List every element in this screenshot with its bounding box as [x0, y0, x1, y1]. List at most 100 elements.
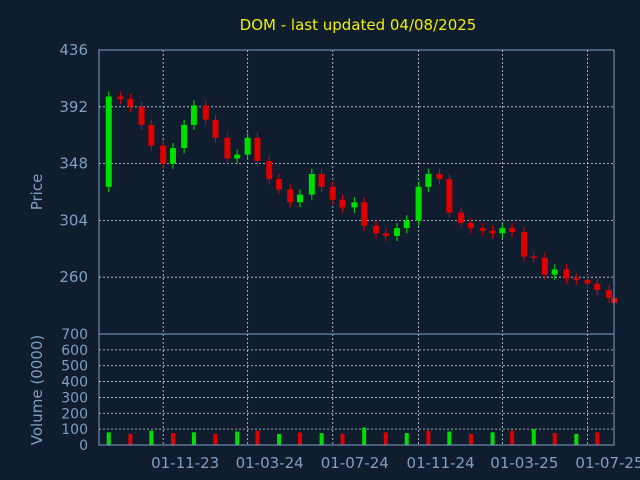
volume-tick-6: 600 — [61, 343, 88, 359]
candle-body-11 — [212, 119, 219, 138]
volume-bars — [106, 427, 600, 445]
candle-body-13 — [234, 154, 241, 159]
volume-grid — [99, 333, 614, 446]
candle-body-35 — [467, 222, 474, 229]
candle-body-20 — [308, 173, 315, 195]
candle-body-7 — [169, 148, 176, 164]
price-candles — [105, 91, 617, 309]
x-tick-5: 01-07-25 — [575, 454, 640, 472]
candle-body-36 — [479, 228, 486, 231]
volume-bar-14 — [404, 433, 409, 445]
candle-body-47 — [594, 283, 601, 291]
candle-body-26 — [373, 225, 380, 234]
volume-bar-19 — [510, 430, 515, 445]
candle-body-9 — [190, 105, 197, 125]
volume-tick-7: 700 — [61, 327, 88, 343]
candle-body-10 — [202, 105, 209, 120]
volume-bar-9 — [297, 432, 302, 445]
x-tick-3: 01-11-24 — [407, 454, 475, 472]
x-tick-2: 01-07-24 — [321, 454, 389, 472]
volume-bar-6 — [235, 431, 240, 445]
volume-bar-23 — [595, 432, 600, 445]
candle-body-28 — [393, 228, 400, 236]
volume-bar-1 — [128, 433, 133, 445]
candle-body-8 — [181, 124, 188, 149]
volume-bar-17 — [468, 433, 473, 445]
candle-body-40 — [520, 232, 527, 257]
volume-bar-7 — [255, 430, 260, 445]
candle-body-4 — [138, 106, 145, 125]
x-tick-0: 01-11-23 — [151, 454, 219, 472]
volume-bar-18 — [490, 432, 495, 445]
volume-tick-1: 100 — [61, 422, 88, 438]
volume-bar-16 — [447, 431, 452, 445]
candle-body-44 — [563, 269, 570, 279]
volume-bar-12 — [362, 427, 367, 445]
candle-body-43 — [551, 269, 558, 275]
candle-body-45 — [573, 278, 580, 280]
candle-body-21 — [318, 173, 325, 187]
candle-body-23 — [339, 199, 346, 208]
volume-panel-frame — [98, 333, 615, 446]
volume-bar-3 — [170, 433, 175, 445]
price-y-ticks: 260 304 348 392 436 — [59, 41, 88, 286]
candle-body-6 — [160, 145, 167, 164]
candle-body-16 — [266, 161, 273, 180]
candle-body-17 — [276, 179, 283, 190]
candle-body-37 — [489, 230, 496, 234]
candle-body-15 — [254, 137, 261, 162]
candle-body-25 — [361, 202, 368, 226]
candle-body-3 — [127, 99, 134, 107]
volume-tick-0: 0 — [79, 438, 88, 454]
chart-title: DOM - last updated 04/08/2025 — [240, 16, 477, 34]
volume-bar-20 — [531, 429, 536, 445]
volume-tick-5: 500 — [61, 359, 88, 375]
candle-body-29 — [403, 220, 410, 229]
volume-bar-21 — [552, 433, 557, 445]
volume-bar-4 — [191, 432, 196, 445]
candle-body-24 — [351, 202, 358, 208]
volume-bar-5 — [213, 433, 218, 445]
candle-body-5 — [148, 124, 155, 146]
volume-tick-4: 400 — [61, 375, 88, 391]
volume-bar-22 — [574, 433, 579, 445]
price-tick-3: 392 — [59, 98, 88, 116]
volume-bar-2 — [149, 430, 154, 445]
x-tick-4: 01-03-25 — [490, 454, 558, 472]
candle-body-42 — [541, 257, 548, 275]
volume-tick-3: 300 — [61, 390, 88, 406]
price-tick-0: 260 — [59, 268, 88, 286]
price-tick-4: 436 — [59, 41, 88, 59]
volume-bar-15 — [426, 430, 431, 445]
candle-body-38 — [499, 228, 506, 234]
candle-body-2 — [117, 96, 124, 100]
candle-body-19 — [296, 194, 303, 203]
volume-tick-2: 200 — [61, 406, 88, 422]
candle-body-46 — [584, 279, 591, 284]
x-tick-1: 01-03-24 — [236, 454, 304, 472]
volume-axis-label: Volume (0000) — [28, 335, 46, 445]
candle-body-41 — [530, 256, 537, 259]
candle-body-48 — [606, 290, 613, 298]
candle-body-12 — [224, 137, 231, 159]
candle-body-1 — [105, 96, 112, 187]
volume-bar-10 — [319, 433, 324, 445]
candle-body-33 — [446, 179, 453, 213]
price-tick-1: 304 — [59, 211, 88, 229]
volume-bar-8 — [277, 433, 282, 445]
candle-body-30 — [415, 186, 422, 221]
candle-body-31 — [425, 173, 432, 187]
candle-body-27 — [382, 233, 389, 236]
candle-body-32 — [436, 173, 443, 180]
volume-bar-0 — [106, 432, 111, 445]
x-ticks: 01-11-23 01-03-24 01-07-24 01-11-24 01-03-25… — [151, 454, 640, 472]
candle-body-18 — [287, 189, 294, 203]
price-panel-frame — [98, 49, 615, 335]
price-tick-2: 348 — [59, 155, 88, 173]
candle-body-39 — [509, 228, 516, 233]
candle-body-34 — [458, 212, 465, 223]
volume-bar-13 — [383, 432, 388, 445]
candle-body-22 — [329, 186, 336, 200]
price-grid — [99, 49, 614, 334]
